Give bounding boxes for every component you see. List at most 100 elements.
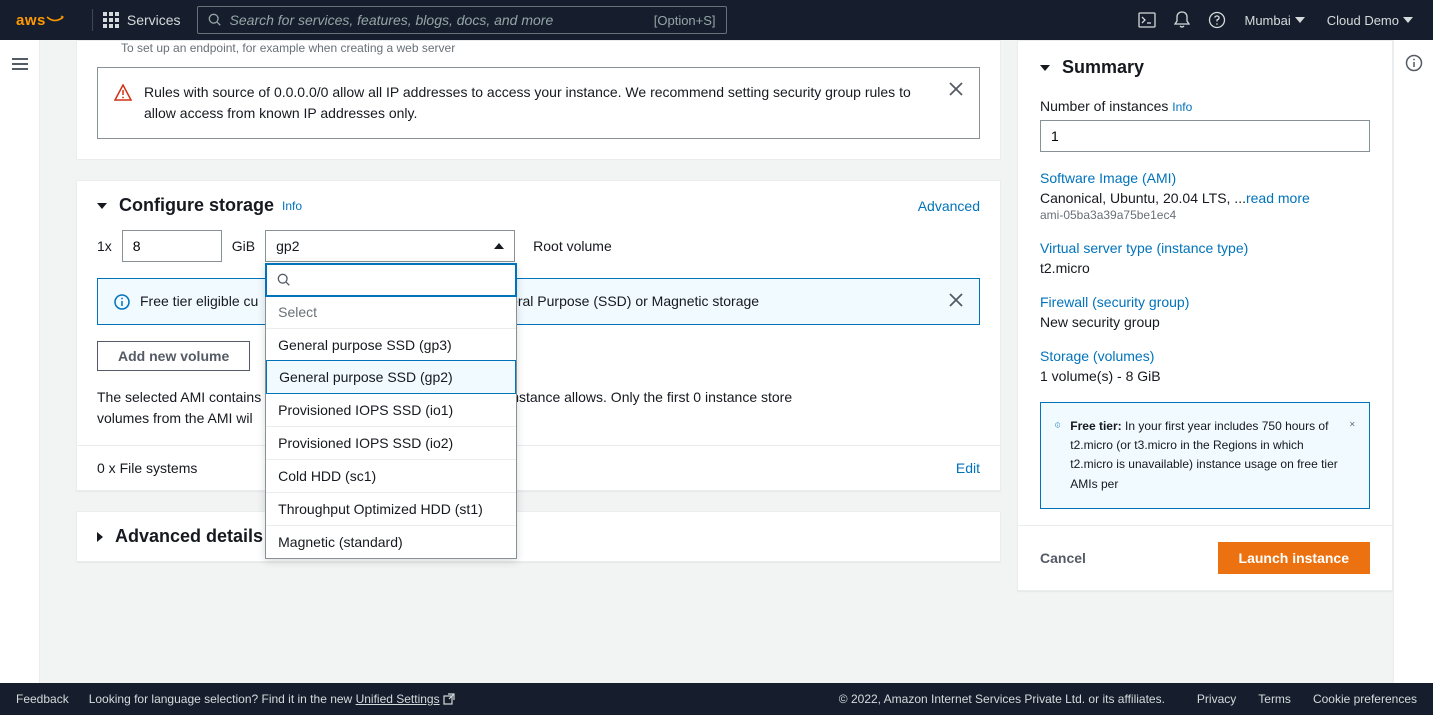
account-label: Cloud Demo: [1327, 13, 1399, 28]
aws-smile-icon: [46, 15, 64, 25]
dropdown-item-gp2[interactable]: General purpose SSD (gp2): [266, 360, 516, 394]
storage-link[interactable]: Storage (volumes): [1040, 348, 1370, 364]
volume-type-dropdown: Select General purpose SSD (gp3) General…: [265, 263, 517, 559]
firewall-value: New security group: [1040, 314, 1370, 330]
chevron-down-icon: [1295, 17, 1305, 23]
free-tier-banner: Free tier eligible cuheral Purpose (SSD)…: [97, 278, 980, 325]
storage-panel-header[interactable]: Configure storage Info Advanced: [77, 181, 1000, 230]
cloudshell-icon[interactable]: [1138, 11, 1156, 29]
info-link[interactable]: Info: [282, 199, 302, 213]
instances-count-input[interactable]: [1040, 120, 1370, 152]
filesystems-row: 0 x File systems Edit: [77, 445, 1000, 490]
instance-type-link[interactable]: Virtual server type (instance type): [1040, 240, 1370, 256]
hamburger-menu-icon[interactable]: [12, 58, 28, 70]
ami-note: The selected AMI containsnstance allows.…: [77, 387, 1000, 445]
search-input[interactable]: [230, 12, 654, 28]
advanced-panel-header[interactable]: Advanced details Info: [77, 512, 1000, 561]
advanced-link[interactable]: Advanced: [918, 198, 980, 214]
external-link-icon: [443, 693, 455, 705]
info-link[interactable]: Info: [1172, 100, 1192, 114]
notifications-icon[interactable]: [1174, 11, 1190, 29]
dropdown-item-sc1[interactable]: Cold HDD (sc1): [266, 459, 516, 492]
account-selector[interactable]: Cloud Demo: [1327, 13, 1417, 28]
root-volume-label: Root volume: [533, 238, 612, 254]
dropdown-item-io2[interactable]: Provisioned IOPS SSD (io2): [266, 426, 516, 459]
free-tier-full-text: Free tier: In your first year includes 7…: [1070, 417, 1340, 494]
search-icon: [208, 13, 222, 27]
terms-link[interactable]: Terms: [1258, 692, 1291, 706]
dropdown-item-io1[interactable]: Provisioned IOPS SSD (io1): [266, 393, 516, 426]
nav-right: Mumbai Cloud Demo: [1138, 11, 1417, 29]
page-footer: Feedback Looking for language selection?…: [0, 683, 1433, 715]
summary-column: Summary Number of instances Info Softwar…: [1017, 40, 1393, 683]
ami-link[interactable]: Software Image (AMI): [1040, 170, 1370, 186]
info-icon: [1055, 417, 1060, 433]
instances-label: Number of instances Info: [1040, 98, 1370, 114]
storage-row: 1x GiB gp2 Select Gener: [77, 230, 1000, 278]
summary-header[interactable]: Summary: [1018, 41, 1392, 94]
summary-title: Summary: [1062, 57, 1144, 78]
storage-value: 1 volume(s) - 8 GiB: [1040, 368, 1370, 384]
cancel-button[interactable]: Cancel: [1040, 550, 1086, 566]
firewall-link[interactable]: Firewall (security group): [1040, 294, 1370, 310]
region-selector[interactable]: Mumbai: [1244, 13, 1308, 28]
search-container[interactable]: [Option+S]: [197, 6, 727, 34]
caret-up-icon: [494, 243, 504, 249]
copyright-text: © 2022, Amazon Internet Services Private…: [839, 692, 1165, 706]
caret-right-icon: [97, 532, 103, 542]
aws-logo[interactable]: aws: [16, 12, 66, 29]
volume-type-select[interactable]: gp2 Select General purpose SSD (gp3) Gen…: [265, 230, 515, 262]
info-circle-icon[interactable]: [1405, 54, 1423, 72]
launch-instance-button[interactable]: Launch instance: [1218, 542, 1370, 574]
add-volume-button[interactable]: Add new volume: [97, 341, 250, 371]
advanced-details-panel: Advanced details Info: [76, 511, 1001, 562]
summary-footer: Cancel Launch instance: [1018, 525, 1392, 590]
dropdown-search-input[interactable]: [299, 272, 505, 288]
caret-down-icon: [97, 203, 107, 209]
dropdown-item-placeholder[interactable]: Select: [266, 296, 516, 328]
dropdown-item-st1[interactable]: Throughput Optimized HDD (st1): [266, 492, 516, 525]
read-more-link[interactable]: read more: [1246, 190, 1310, 206]
aws-logo-text: aws: [16, 12, 46, 29]
summary-panel: Summary Number of instances Info Softwar…: [1017, 40, 1393, 591]
summary-body: Number of instances Info Software Image …: [1018, 94, 1392, 525]
help-icon[interactable]: [1208, 11, 1226, 29]
edit-filesystems-link[interactable]: Edit: [956, 460, 980, 476]
configure-storage-panel: Configure storage Info Advanced 1x GiB g…: [76, 180, 1001, 491]
dropdown-search[interactable]: [265, 263, 517, 297]
volume-size-input[interactable]: [122, 230, 222, 262]
instance-type-value: t2.micro: [1040, 260, 1370, 276]
advanced-panel-title: Advanced details: [115, 526, 263, 547]
cookie-preferences-link[interactable]: Cookie preferences: [1313, 692, 1417, 706]
filesystems-label: 0 x File systems: [97, 460, 197, 476]
feedback-link[interactable]: Feedback: [16, 692, 69, 706]
network-settings-panel-partial: To set up an endpoint, for example when …: [76, 40, 1001, 160]
storage-panel-title: Configure storage: [119, 195, 274, 216]
close-icon[interactable]: [949, 293, 963, 307]
footer-right: © 2022, Amazon Internet Services Private…: [839, 692, 1417, 706]
info-icon: [114, 294, 130, 310]
close-icon[interactable]: [1350, 417, 1355, 431]
dropdown-item-standard[interactable]: Magnetic (standard): [266, 525, 516, 558]
right-rail: [1393, 40, 1433, 683]
main-content: To set up an endpoint, for example when …: [40, 40, 1017, 683]
close-icon[interactable]: [949, 82, 963, 96]
search-icon: [277, 273, 291, 287]
search-shortcut: [Option+S]: [654, 13, 716, 28]
services-button[interactable]: Services: [103, 12, 181, 28]
dropdown-item-gp3[interactable]: General purpose SSD (gp3): [266, 328, 516, 361]
free-tier-text: Free tier eligible cuheral Purpose (SSD)…: [140, 293, 939, 309]
top-nav: aws Services [Option+S] Mumbai Cloud Dem…: [0, 0, 1433, 40]
caret-down-icon: [1040, 65, 1050, 71]
dropdown-list: Select General purpose SSD (gp3) General…: [266, 296, 516, 558]
add-volume-container: Add new volume: [77, 341, 1000, 387]
services-label: Services: [127, 12, 181, 28]
left-rail: [0, 40, 40, 683]
free-tier-info-box: Free tier: In your first year includes 7…: [1040, 402, 1370, 509]
privacy-link[interactable]: Privacy: [1197, 692, 1236, 706]
multiplier-label: 1x: [97, 238, 112, 254]
gib-label: GiB: [232, 238, 255, 254]
unified-settings-link[interactable]: Unified Settings: [356, 692, 455, 706]
ami-value: Canonical, Ubuntu, 20.04 LTS, ...read mo…: [1040, 190, 1370, 206]
lang-selection-text: Looking for language selection? Find it …: [89, 692, 455, 706]
